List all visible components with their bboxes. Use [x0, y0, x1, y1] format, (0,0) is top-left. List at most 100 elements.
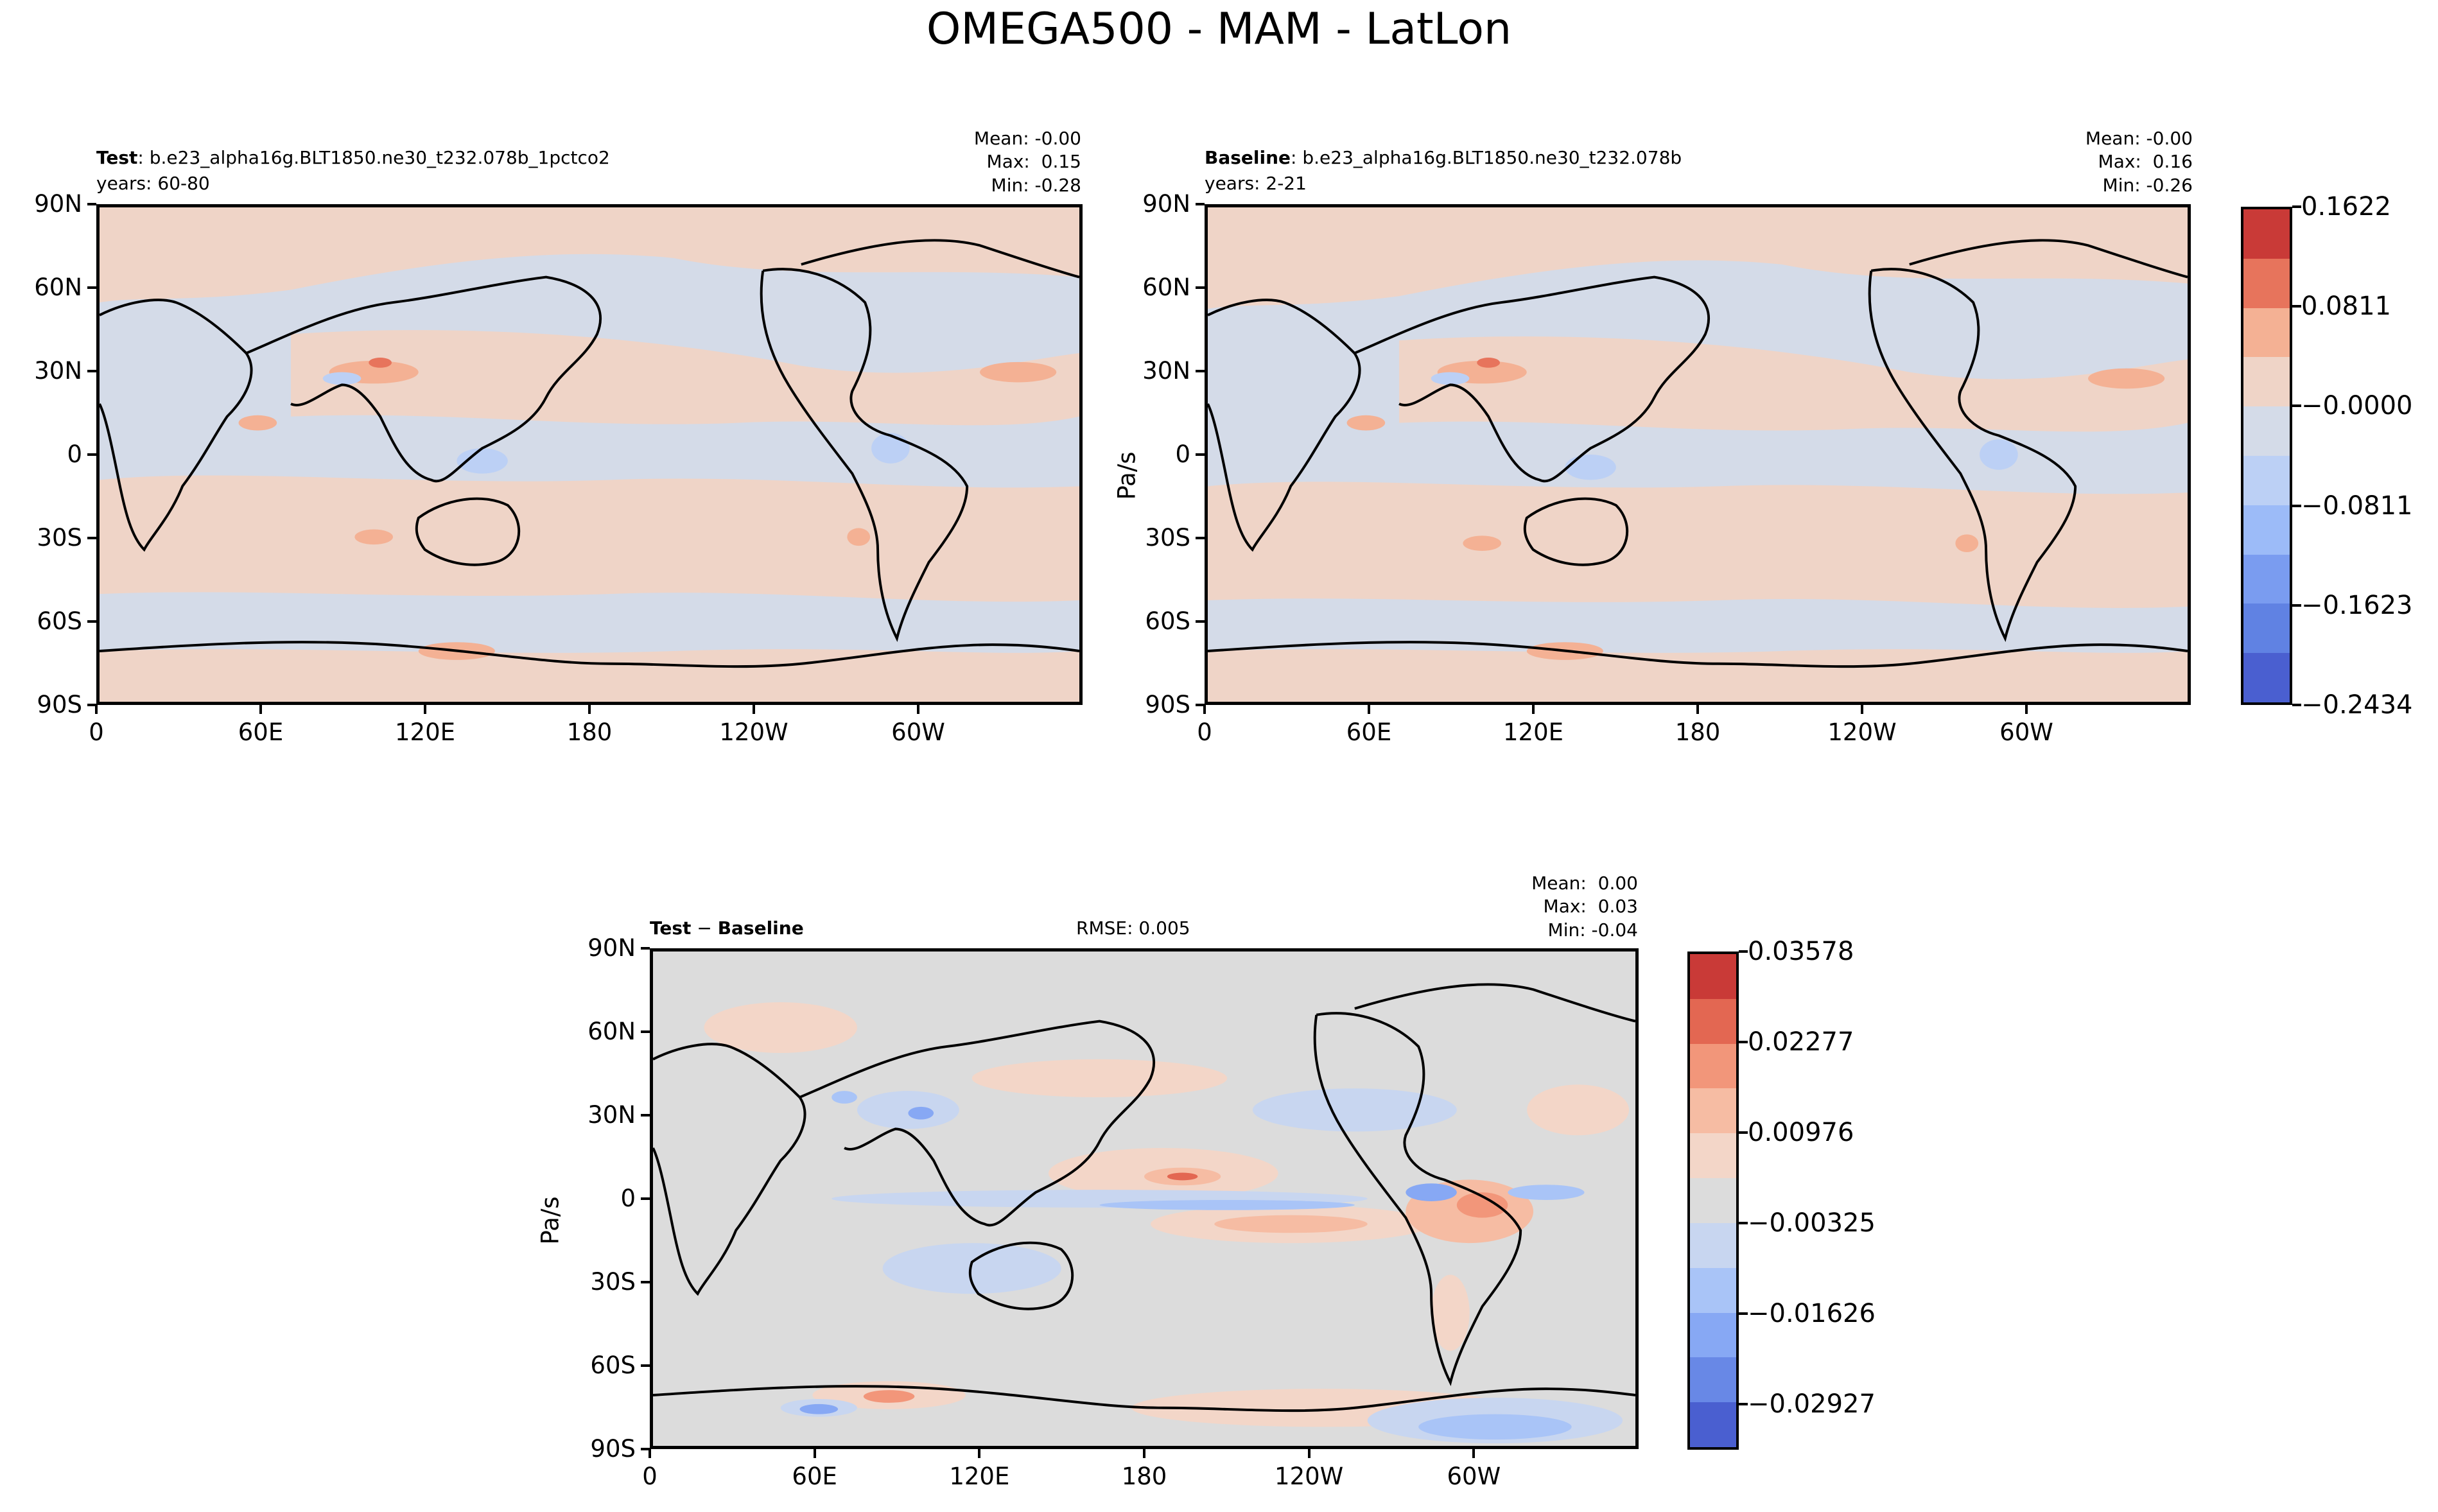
- colorbar-swatch: [1690, 1133, 1736, 1179]
- baseline-lat-tick: 90S: [1145, 691, 1190, 718]
- colorbar-label: −0.0811: [2301, 491, 2413, 521]
- diff-lon-tick: 0: [642, 1463, 657, 1490]
- test-case-name: : b.e23_alpha16g.BLT1850.ne30_t232.078b_…: [137, 147, 610, 168]
- colorbar-swatch: [2243, 406, 2290, 456]
- diff-map-svg: [653, 952, 1635, 1446]
- colorbar-swatch: [2243, 209, 2290, 259]
- colorbar-swatch: [1690, 1043, 1736, 1089]
- baseline-coastlines: [1208, 239, 2188, 668]
- diff-lat-tick: 60N: [588, 1018, 636, 1045]
- diff-lat-tick: 0: [620, 1185, 636, 1212]
- test-map-svg: [100, 207, 1079, 702]
- test-coastlines: [100, 239, 1079, 668]
- baseline-lat-tickmark: [1196, 370, 1205, 372]
- baseline-lon-tick: 120W: [1827, 718, 1897, 746]
- test-map: [96, 204, 1083, 705]
- baseline-lat-tickmark: [1196, 704, 1205, 706]
- baseline-mean: Mean: -0.00: [2085, 128, 2193, 149]
- test-min: Min: -0.28: [991, 174, 1081, 196]
- diff-lat-tickmark: [641, 1030, 650, 1033]
- colorbar-swatch: [2243, 554, 2290, 604]
- baseline-strong-features: [1346, 357, 2165, 660]
- baseline-lat-tickmark: [1196, 203, 1205, 205]
- diff-map: [650, 948, 1639, 1449]
- diff-lat-tickmark: [641, 1114, 650, 1117]
- colorbar-label: 0.0811: [2301, 291, 2391, 322]
- baseline-stats: Mean: -0.00 Max: 0.16 Min: -0.26: [2085, 127, 2193, 197]
- colorbar-tickmark: [2292, 504, 2301, 507]
- baseline-years: years: 2-21: [1205, 173, 1307, 194]
- colorbar-swatch: [2243, 505, 2290, 555]
- colorbar-swatch: [1690, 954, 1736, 999]
- diff-max: Max: 0.03: [1543, 896, 1638, 917]
- colorbar-tickmark: [1739, 1041, 1748, 1044]
- baseline-panel-title: Baseline: b.e23_alpha16g.BLT1850.ne30_t2…: [1205, 149, 1682, 167]
- colorbar-swatch: [1690, 1402, 1736, 1447]
- diff-mean: Mean: 0.00: [1531, 873, 1638, 894]
- test-stats: Mean: -0.00 Max: 0.15 Min: -0.28: [974, 127, 1081, 197]
- diff-negative-regions: [780, 1088, 1623, 1444]
- diff-lon-tick: 120E: [949, 1463, 1010, 1490]
- diff-lon-tick: 120W: [1275, 1463, 1344, 1490]
- baseline-lon-tickmark: [1532, 705, 1535, 714]
- colorbar-label: −0.00325: [1748, 1208, 1876, 1238]
- test-positive-regions: [100, 207, 1079, 702]
- colorbar-tickmark: [1739, 1131, 1748, 1134]
- baseline-lon-tickmark: [1368, 705, 1370, 714]
- colorbar-label: −0.01626: [1748, 1299, 1876, 1329]
- diff-lat-tickmark: [641, 1364, 650, 1367]
- test-label: Test: [96, 147, 138, 168]
- baseline-map-svg: [1208, 207, 2188, 702]
- baseline-lat-tick: 60S: [1145, 607, 1190, 635]
- diff-panel-title: Test − Baseline: [650, 919, 804, 937]
- baseline-map: [1205, 204, 2191, 705]
- diff-lat-tickmark: [641, 947, 650, 950]
- colorbar-tickmark: [1739, 1222, 1748, 1225]
- diff-lon-tickmark: [1307, 1449, 1310, 1458]
- test-lon-tickmark: [753, 705, 755, 714]
- colorbar-swatch: [1690, 1222, 1736, 1268]
- diff-lat-tick: 60S: [590, 1351, 636, 1379]
- colorbar-swatch: [1690, 1088, 1736, 1134]
- colorbar-tickmark: [2292, 704, 2301, 706]
- test-lat-tickmark: [87, 370, 96, 372]
- colorbar-label: −0.2434: [2301, 690, 2413, 720]
- baseline-lat-tick: 90N: [1142, 190, 1190, 218]
- diff-lat-tickmark: [641, 1448, 650, 1450]
- baseline-lon-tickmark: [1696, 705, 1699, 714]
- baseline-case-name: : b.e23_alpha16g.BLT1850.ne30_t232.078b: [1291, 147, 1682, 168]
- diff-colorbar: [1687, 952, 1739, 1450]
- test-panel-title: Test: b.e23_alpha16g.BLT1850.ne30_t232.0…: [96, 149, 610, 167]
- baseline-lon-tickmark: [1861, 705, 1863, 714]
- test-lat-tickmark: [87, 620, 96, 623]
- baseline-lon-tickmark: [1203, 705, 1206, 714]
- baseline-lon-tickmark: [2025, 705, 2028, 714]
- diff-lon-tickmark: [1472, 1449, 1476, 1458]
- baseline-lat-tick: 30S: [1145, 524, 1190, 552]
- colorbar-swatch: [1690, 1312, 1736, 1358]
- test-lat-tick: 0: [67, 440, 82, 468]
- test-lon-tickmark: [259, 705, 262, 714]
- test-lat-tickmark: [87, 453, 96, 456]
- diff-test-label: Test: [650, 917, 692, 939]
- baseline-lat-tick: 60N: [1142, 274, 1190, 301]
- colorbar-swatch: [1690, 1178, 1736, 1223]
- test-lon-tick: 120E: [395, 718, 455, 746]
- colorbar-label: −0.02927: [1748, 1389, 1876, 1420]
- colorbar-swatch: [2243, 258, 2290, 308]
- colorbar-label: 0.1622: [2301, 192, 2391, 222]
- colorbar-tickmark: [1739, 1403, 1748, 1406]
- test-years: years: 60-80: [96, 173, 210, 194]
- colorbar-tickmark: [2292, 404, 2301, 408]
- colorbar-label: 0.00976: [1748, 1118, 1854, 1148]
- baseline-lat-tick: 30N: [1142, 357, 1190, 385]
- test-lat-tick: 90N: [34, 190, 82, 218]
- colorbar-tickmark: [2292, 305, 2301, 308]
- diff-lat-tick: 90N: [588, 934, 636, 962]
- diff-lon-tickmark: [1143, 1449, 1145, 1458]
- colorbar-label: 0.03578: [1748, 937, 1854, 966]
- diff-lon-tickmark: [649, 1449, 651, 1458]
- diff-stats: Mean: 0.00 Max: 0.03 Min: -0.04: [1531, 872, 1638, 942]
- colorbar-label: −0.1623: [2301, 590, 2413, 620]
- colorbar-tickmark: [1739, 1312, 1748, 1316]
